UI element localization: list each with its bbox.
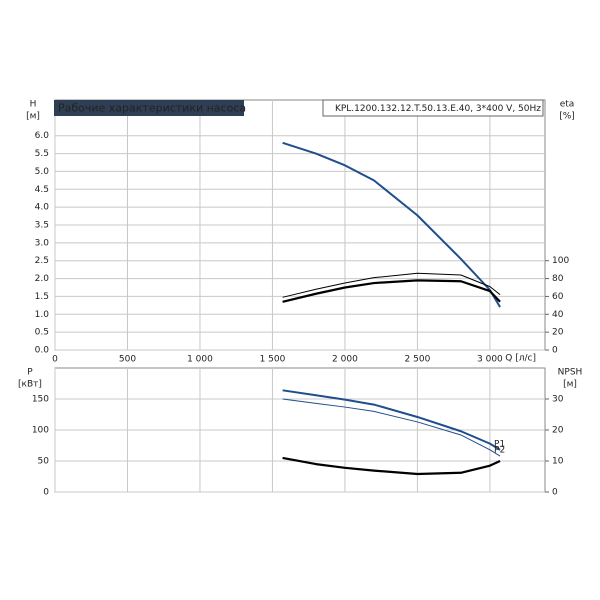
title-box bbox=[54, 100, 244, 116]
x-tick-label: 1 000 bbox=[187, 355, 213, 365]
y-tick-label: 2.0 bbox=[35, 274, 50, 284]
chart-subtitle: KPL.1200.132.12.T.50.13.E.40, 3*400 V, 5… bbox=[335, 104, 541, 114]
y-tick-label: 0.0 bbox=[35, 346, 50, 356]
x-tick-label: 2 000 bbox=[332, 355, 358, 365]
y2-tick-label: 40 bbox=[552, 310, 564, 320]
y-tick-label: 100 bbox=[32, 426, 49, 436]
y-tick-label: 4.0 bbox=[35, 203, 50, 213]
x-tick-label: 3 000 bbox=[477, 355, 503, 365]
y-tick-label: 50 bbox=[38, 457, 50, 467]
y-tick-label: 1.0 bbox=[35, 310, 50, 320]
y-label: P bbox=[27, 368, 33, 378]
y2-tick-label: 30 bbox=[552, 395, 564, 405]
y2-tick-label: 0 bbox=[552, 488, 558, 498]
y-tick-label: 150 bbox=[32, 395, 49, 405]
y-tick-label: 2.5 bbox=[35, 256, 49, 266]
series-line bbox=[282, 272, 501, 298]
y-tick-label: 1.5 bbox=[35, 292, 49, 302]
chart-title: Рабочие характеристики насоса bbox=[58, 102, 246, 115]
y-tick-label: 0.5 bbox=[35, 328, 49, 338]
y2-tick-label: 20 bbox=[552, 328, 564, 338]
series-line bbox=[282, 279, 501, 303]
y2-tick-label: 80 bbox=[552, 274, 564, 284]
series-label: P2 bbox=[494, 446, 505, 456]
x-label: Q [л/с] bbox=[505, 354, 536, 364]
y2-unit: [%] bbox=[559, 112, 575, 122]
y2-label: eta bbox=[560, 100, 575, 110]
x-tick-label: 2 500 bbox=[405, 355, 431, 365]
y2-tick-label: 20 bbox=[552, 426, 564, 436]
y-tick-label: 4.5 bbox=[35, 185, 49, 195]
y-tick-label: 5.5 bbox=[35, 149, 49, 159]
x-tick-label: 1 500 bbox=[260, 355, 286, 365]
y-tick-label: 3.0 bbox=[35, 238, 50, 248]
y2-tick-label: 10 bbox=[552, 457, 564, 467]
series-label: P1 bbox=[494, 439, 505, 449]
y-tick-label: 6.0 bbox=[35, 131, 50, 141]
series-line bbox=[282, 398, 501, 457]
y2-tick-label: 100 bbox=[552, 256, 569, 266]
y2-tick-label: 0 bbox=[552, 346, 558, 356]
y2-tick-label: 60 bbox=[552, 292, 564, 302]
y2-label: NPSH bbox=[558, 368, 583, 378]
y-unit: [м] bbox=[26, 112, 40, 122]
series-line bbox=[282, 389, 501, 451]
x-tick-label: 500 bbox=[119, 355, 136, 365]
y-unit: [кВт] bbox=[18, 380, 42, 390]
y2-unit: [м] bbox=[563, 380, 577, 390]
y-label: H bbox=[30, 100, 37, 110]
y-tick-label: 0 bbox=[43, 488, 49, 498]
y-tick-label: 5.0 bbox=[35, 167, 50, 177]
series-line bbox=[282, 456, 501, 476]
x-tick-label: 0 bbox=[52, 355, 58, 365]
y-tick-label: 3.5 bbox=[35, 221, 49, 231]
subtitle-box bbox=[322, 99, 544, 117]
